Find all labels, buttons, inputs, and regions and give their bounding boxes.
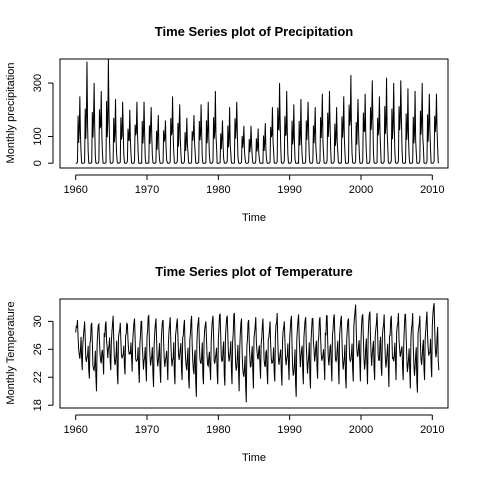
temperature-y-tick-label: 22 — [32, 371, 44, 383]
precipitation-x-tick-label: 1990 — [277, 184, 301, 196]
precipitation-y-tick-label: 0 — [32, 160, 44, 166]
temperature-x-tick-label: 1960 — [63, 424, 87, 436]
precipitation-y-tick-label: 100 — [32, 127, 44, 145]
temperature-title: Time Series plot of Temperature — [155, 264, 352, 279]
precipitation-x-tick-label: 2010 — [420, 184, 444, 196]
precipitation-title: Time Series plot of Precipitation — [155, 24, 353, 39]
precipitation-y-tick-label: 300 — [32, 74, 44, 92]
precipitation-x-tick-label: 1980 — [206, 184, 230, 196]
temperature-y-tick-label: 30 — [32, 315, 44, 327]
precipitation-plot-frame — [59, 58, 449, 169]
precipitation-x-tick-label: 1960 — [63, 184, 87, 196]
temperature-x-axis: 1960 1970 1980 1990 2000 2010 — [63, 414, 445, 436]
precipitation-panel: Time Series plot of Precipitation 1960 19… — [5, 24, 449, 224]
temperature-y-axis-label: Monthly Temperature — [5, 301, 17, 404]
temperature-panel: Time Series plot of Temperature 1960 1970… — [5, 264, 449, 464]
precipitation-x-axis: 1960 1970 1980 1990 2000 2010 — [63, 174, 445, 196]
temperature-x-axis-label: Time — [242, 452, 266, 464]
precipitation-x-tick-label: 2000 — [349, 184, 373, 196]
temperature-y-tick-label: 26 — [32, 343, 44, 355]
temperature-x-tick-label: 2000 — [349, 424, 373, 436]
temperature-y-axis: 18 22 26 30 — [32, 315, 54, 411]
precipitation-y-axis-label: Monthly precipitation — [5, 63, 17, 164]
precipitation-x-axis-label: Time — [242, 212, 266, 224]
precipitation-x-tick-label: 1970 — [135, 184, 159, 196]
temperature-x-tick-label: 1970 — [135, 424, 159, 436]
temperature-series-line — [75, 303, 440, 403]
temperature-y-tick-label: 18 — [32, 399, 44, 411]
temperature-x-tick-label: 1980 — [206, 424, 230, 436]
temperature-plot-frame — [59, 298, 449, 409]
precipitation-series-line — [75, 58, 440, 164]
temperature-x-tick-label: 2010 — [420, 424, 444, 436]
precipitation-y-axis: 0 100 300 — [32, 74, 54, 166]
temperature-x-tick-label: 1990 — [277, 424, 301, 436]
